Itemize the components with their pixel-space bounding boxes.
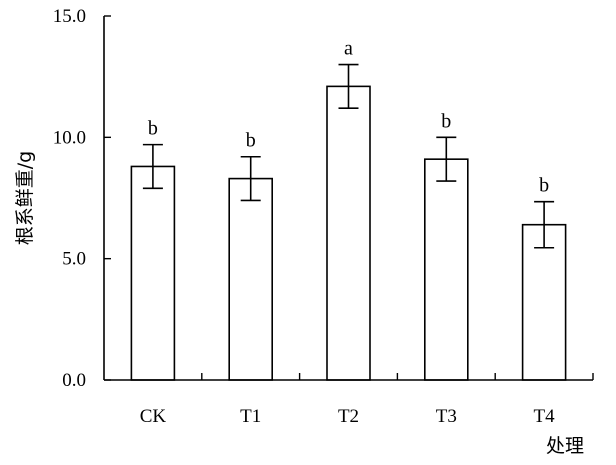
- significance-label-ck: b: [148, 118, 158, 140]
- bar-t3: [423, 158, 469, 381]
- error-bar-ck: [142, 143, 163, 190]
- significance-label-t1: b: [246, 130, 256, 152]
- significance-label-t4: b: [539, 175, 549, 197]
- bar-ck: [130, 165, 176, 381]
- bars-group: [130, 85, 567, 381]
- category-label-t1: T1: [240, 406, 261, 427]
- error-bar-t1: [240, 155, 261, 202]
- y-tick-label: 0.0: [62, 370, 86, 391]
- error-bar-t3: [436, 136, 457, 182]
- category-label-ck: CK: [140, 406, 167, 427]
- y-axis-ticks: 0.0 5.0 10.0 15.0: [53, 6, 111, 391]
- y-tick-label: 10.0: [53, 127, 86, 148]
- significance-label-t2: a: [344, 38, 353, 60]
- error-bar-t2: [338, 63, 359, 110]
- bar-t2: [326, 85, 371, 381]
- y-tick-label: 5.0: [62, 249, 86, 270]
- error-bars-group: [142, 63, 555, 249]
- x-axis-title: 处理: [546, 435, 584, 457]
- bar-t1: [228, 177, 273, 381]
- category-labels-group: CK T1 T2 T3 T4: [140, 406, 555, 427]
- significance-label-t3: b: [441, 110, 451, 132]
- category-label-t2: T2: [338, 406, 359, 427]
- category-label-t3: T3: [436, 406, 457, 427]
- y-axis-title: 根系鲜重/g: [14, 151, 36, 245]
- significance-labels-group: b b a b b: [148, 38, 549, 197]
- x-axis-ticks: [201, 373, 594, 380]
- error-bar-t4: [534, 200, 555, 249]
- y-tick-label: 15.0: [53, 6, 86, 27]
- category-label-t4: T4: [534, 406, 556, 427]
